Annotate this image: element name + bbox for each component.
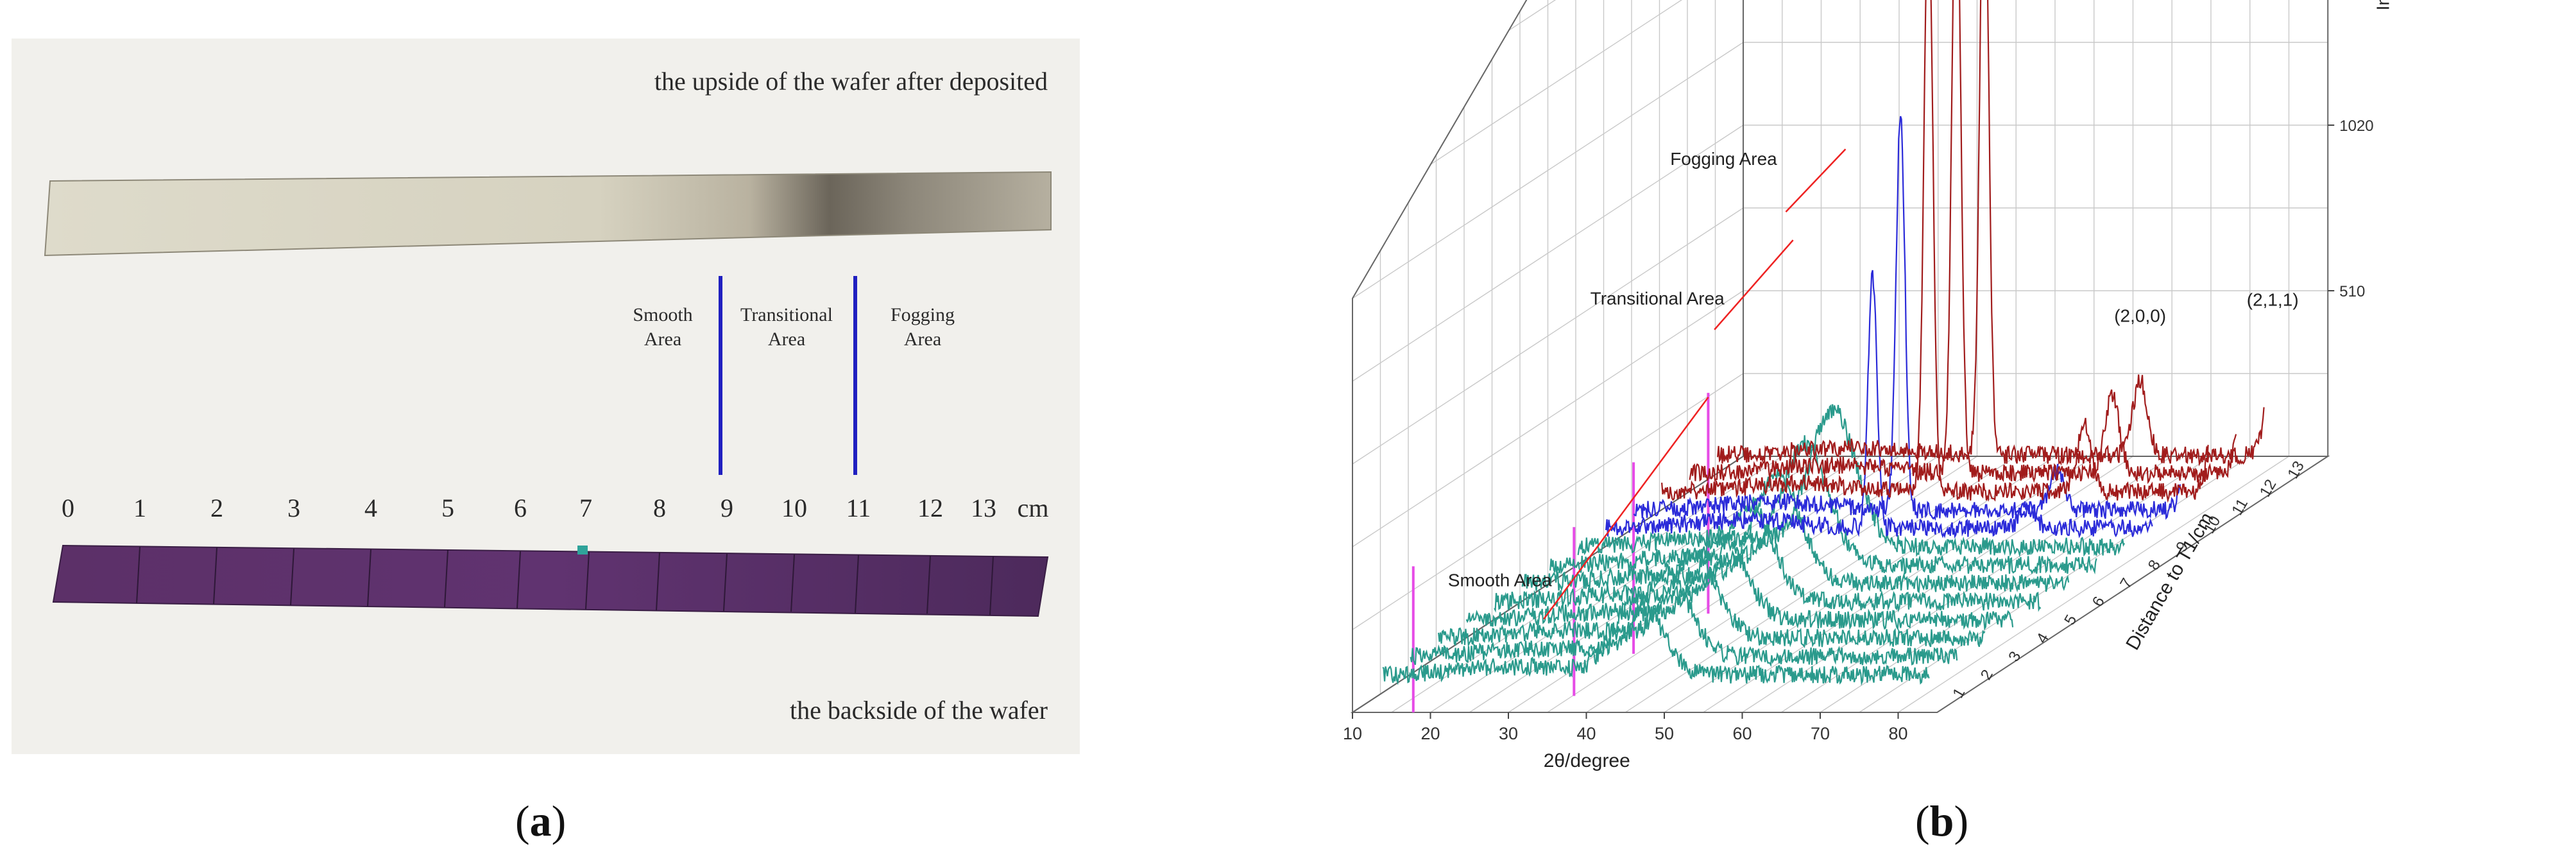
peak-label-200: (2,0,0): [2114, 306, 2166, 326]
ruler-7: 7: [579, 494, 592, 522]
ruler-1: 1: [133, 494, 146, 522]
caption-top: the upside of the wafer after deposited: [654, 67, 1048, 96]
y-tick-label: 13: [2284, 458, 2308, 482]
y-tick-label: 6: [2089, 594, 2108, 610]
ruler-0: 0: [62, 494, 74, 522]
back-wall: [1743, 0, 2328, 456]
panel-a-label: (a): [515, 796, 566, 847]
wafer-backside: [53, 546, 1048, 616]
spectrum-line-13cm: [1718, 0, 2264, 464]
y-tick-label: 7: [2117, 575, 2136, 591]
region-fogging-line1: Fogging: [891, 304, 955, 325]
ruler-unit: cm: [1018, 494, 1049, 522]
peak-label-211: (2,1,1): [2247, 289, 2299, 309]
ruler-6: 6: [514, 494, 527, 522]
caption-bottom: the backside of the wafer: [790, 696, 1048, 725]
ruler-9: 9: [721, 494, 733, 522]
ruler-10: 10: [781, 494, 807, 522]
x-tick-label: 60: [1732, 724, 1752, 743]
z-tick-label: 510: [2339, 283, 2365, 300]
y-tick-label: 1: [1949, 685, 1968, 701]
annotation-arrow: [1714, 240, 1793, 330]
x-tick-label: 20: [1420, 724, 1440, 743]
spectrum-line-12cm: [1690, 0, 2237, 483]
x-tick-label: 70: [1811, 724, 1830, 743]
left-grid-h: [1431, 0, 1743, 164]
x-axis-label: 2θ/degree: [1544, 750, 1630, 771]
x-tick-label: 10: [1343, 724, 1362, 743]
region-smooth-line1: Smooth: [633, 304, 692, 325]
y-tick-label: 4: [2033, 630, 2052, 646]
ruler-3: 3: [287, 494, 300, 522]
z-tick-label: 1020: [2339, 117, 2373, 135]
wafer-upside: [45, 172, 1051, 255]
ruler-5: 5: [441, 494, 454, 522]
ruler-2: 2: [210, 494, 223, 522]
ruler-13: 13: [971, 494, 996, 522]
x-tick-label: 80: [1888, 724, 1907, 743]
ruler-4: 4: [364, 494, 377, 522]
y-tick-label: 2: [1977, 667, 1997, 683]
ruler-12: 12: [917, 494, 943, 522]
region-smooth-line2: Area: [644, 329, 681, 350]
xrd-waterfall-chart: 10 20 30 40 50 60 70 802θ/degree123456789101112…: [1283, 0, 2576, 796]
annotation-smooth-area: Smooth Area: [1448, 570, 1552, 590]
x-tick-label: 30: [1499, 724, 1518, 743]
y-tick-label: 11: [2228, 495, 2251, 518]
x-tick-label: 40: [1576, 724, 1596, 743]
annotation-transitional-area: Transitional Area: [1591, 289, 1725, 309]
y-tick-label: 8: [2145, 557, 2164, 573]
wafer-photo: the upside of the wafer after deposited …: [12, 39, 1080, 754]
wafer-marker: [577, 546, 588, 555]
region-transitional-line1: Transitional: [740, 304, 833, 325]
annotation-arrow: [1786, 149, 1845, 212]
ruler-11: 11: [846, 494, 871, 522]
z-axis-label: Intensity/a.u.: [2373, 0, 2393, 10]
region-fogging-line2: Area: [904, 329, 941, 350]
y-tick-label: 5: [2061, 612, 2080, 628]
left-grid-h: [1509, 0, 1743, 30]
panel-b-label: (b): [1915, 796, 1968, 847]
region-transitional-line2: Area: [768, 329, 805, 350]
ruler-8: 8: [653, 494, 666, 522]
annotation-fogging-area: Fogging Area: [1670, 149, 1777, 169]
y-tick-label: 12: [2256, 476, 2280, 500]
x-tick-label: 50: [1655, 724, 1674, 743]
y-tick-label: 3: [2005, 648, 2024, 664]
